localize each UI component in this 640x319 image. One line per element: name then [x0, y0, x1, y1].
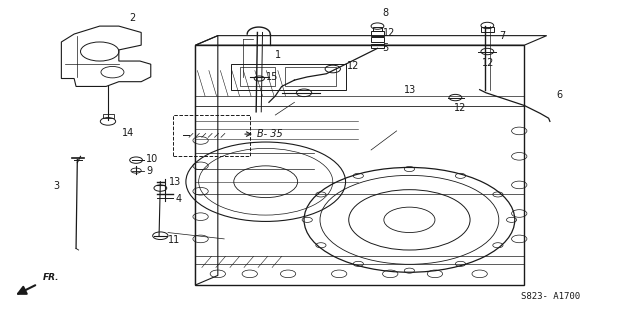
Text: 4: 4	[175, 194, 182, 204]
Text: FR.: FR.	[43, 273, 60, 282]
Text: 9: 9	[147, 166, 152, 176]
Bar	[371, 44, 384, 48]
Bar	[285, 67, 336, 86]
Text: 11: 11	[168, 234, 180, 245]
Text: 2: 2	[130, 13, 136, 23]
Bar	[103, 115, 115, 118]
Bar	[230, 64, 346, 90]
Text: 15: 15	[266, 72, 279, 82]
Bar	[373, 27, 382, 31]
Text: 6: 6	[556, 90, 563, 100]
Text: 12: 12	[383, 28, 395, 38]
Text: 13: 13	[169, 177, 181, 187]
Text: 10: 10	[147, 154, 159, 165]
Text: 14: 14	[122, 128, 134, 138]
Text: 3: 3	[53, 181, 59, 190]
Bar	[371, 31, 384, 36]
Bar	[173, 115, 250, 156]
Bar	[371, 37, 384, 42]
Text: 8: 8	[383, 8, 388, 19]
Bar	[481, 27, 493, 33]
Text: 7: 7	[499, 31, 505, 41]
Text: 12: 12	[482, 58, 495, 68]
Text: 1: 1	[275, 50, 282, 60]
Text: S823- A1700: S823- A1700	[521, 292, 580, 301]
Text: 12: 12	[454, 103, 467, 113]
Bar	[195, 45, 524, 285]
Bar	[240, 67, 275, 86]
Text: B- 35: B- 35	[257, 129, 283, 139]
Text: 12: 12	[347, 62, 359, 71]
Text: 5: 5	[383, 43, 389, 53]
Text: 13: 13	[404, 85, 417, 95]
